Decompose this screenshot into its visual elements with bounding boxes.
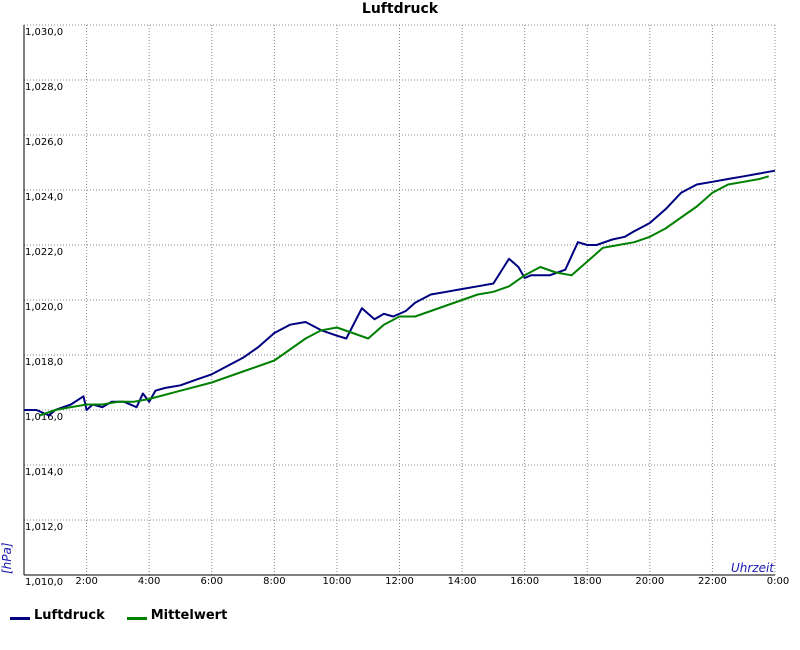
x-tick-label: 2:00 bbox=[75, 576, 97, 587]
y-tick-label: 1,028,0 bbox=[25, 82, 63, 93]
x-tick-label: 0:00 bbox=[767, 576, 789, 587]
x-tick-label: 22:00 bbox=[698, 576, 727, 587]
y-tick-label: 1,026,0 bbox=[25, 137, 63, 148]
x-tick-label: 6:00 bbox=[201, 576, 223, 587]
x-tick-label: 16:00 bbox=[510, 576, 539, 587]
y-tick-label: 1,020,0 bbox=[25, 302, 63, 313]
legend-swatch-luftdruck bbox=[10, 617, 30, 620]
tick-labels: 1,010,0 1,012,0 1,014,0 1,016,0 1,018,0 1,020… bbox=[25, 27, 789, 588]
chart-title: Luftdruck bbox=[362, 1, 439, 17]
legend-label-luftdruck: Luftdruck bbox=[34, 608, 105, 623]
legend-item-mittelwert: Mittelwert bbox=[126, 608, 228, 623]
x-tick-label: 12:00 bbox=[385, 576, 414, 587]
y-tick-label: 1,024,0 bbox=[25, 192, 63, 203]
legend: Luftdruck Mittelwert bbox=[10, 608, 227, 623]
x-tick-label: 10:00 bbox=[323, 576, 352, 587]
chart: Luftdruck 1,010,01,012,01,014,01,016,01,… bbox=[0, 1, 789, 588]
series-lines bbox=[24, 169, 776, 417]
series-line-luftdruck bbox=[24, 169, 776, 417]
y-tick-label: 1,014,0 bbox=[25, 467, 63, 478]
x-tick-label: 14:00 bbox=[448, 576, 477, 587]
y-tick-label: 1,030,0 bbox=[25, 27, 63, 38]
y-axis-label: [hPa] bbox=[0, 542, 14, 574]
legend-label-mittelwert: Mittelwert bbox=[150, 608, 228, 623]
grid-lines bbox=[23, 24, 776, 576]
y-tick-label: 1,010,0 bbox=[25, 577, 63, 588]
y-tick-label: 1,022,0 bbox=[25, 247, 63, 258]
legend-swatch-mittelwert bbox=[126, 617, 147, 620]
y-tick-label: 1,016,0 bbox=[25, 412, 63, 423]
series-line-mittelwert bbox=[39, 175, 769, 417]
x-tick-label: 4:00 bbox=[138, 576, 160, 587]
x-tick-label: 18:00 bbox=[573, 576, 602, 587]
x-tick-label: 20:00 bbox=[635, 576, 664, 587]
y-tick-label: 1,012,0 bbox=[25, 522, 63, 533]
x-axis-label: Uhrzeit bbox=[731, 561, 775, 575]
y-tick-label: 1,018,0 bbox=[25, 357, 63, 368]
legend-item-luftdruck: Luftdruck bbox=[10, 608, 105, 623]
x-tick-label: 8:00 bbox=[263, 576, 285, 587]
